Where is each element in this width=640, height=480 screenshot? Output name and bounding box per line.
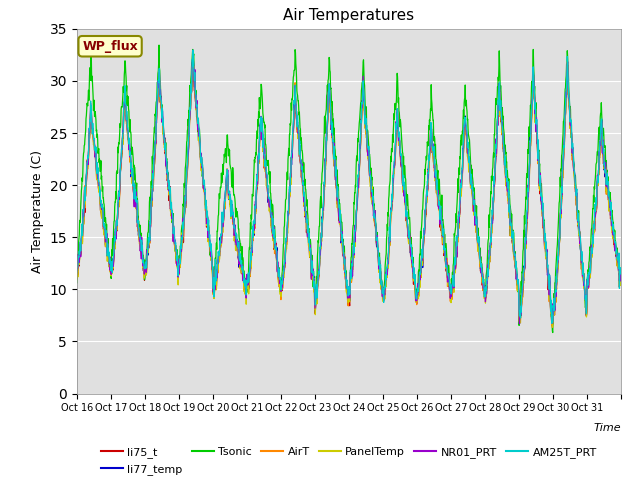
PanelTemp xyxy=(189,55,197,60)
AM25T_PRT xyxy=(189,47,197,53)
li75_t xyxy=(477,270,485,276)
Tsonic xyxy=(158,118,166,123)
Line: AM25T_PRT: AM25T_PRT xyxy=(77,50,621,324)
li75_t xyxy=(189,56,197,61)
Line: li77_temp: li77_temp xyxy=(77,54,621,324)
PanelTemp xyxy=(557,208,565,214)
AM25T_PRT xyxy=(557,206,565,212)
li77_temp xyxy=(73,271,81,276)
Line: NR01_PRT: NR01_PRT xyxy=(77,50,621,324)
NR01_PRT xyxy=(73,268,81,274)
Line: Tsonic: Tsonic xyxy=(77,45,621,333)
AM25T_PRT xyxy=(324,89,332,95)
Tsonic xyxy=(335,198,342,204)
AirT xyxy=(324,94,332,100)
AirT xyxy=(617,271,625,277)
Title: Air Temperatures: Air Temperatures xyxy=(284,9,414,24)
Tsonic xyxy=(611,232,618,238)
Tsonic xyxy=(477,260,485,266)
Text: Time: Time xyxy=(593,423,621,433)
PanelTemp xyxy=(617,272,625,278)
Line: AirT: AirT xyxy=(77,58,621,327)
li77_temp xyxy=(324,90,332,96)
AirT xyxy=(73,270,81,276)
Y-axis label: Air Temperature (C): Air Temperature (C) xyxy=(31,150,44,273)
AirT xyxy=(477,264,485,270)
NR01_PRT xyxy=(617,266,625,272)
NR01_PRT xyxy=(324,88,332,94)
PanelTemp xyxy=(324,89,332,95)
AM25T_PRT xyxy=(158,115,166,121)
PanelTemp xyxy=(548,324,556,330)
PanelTemp xyxy=(335,210,342,216)
AirT xyxy=(557,207,565,213)
Text: WP_flux: WP_flux xyxy=(82,40,138,53)
NR01_PRT xyxy=(611,236,618,242)
AirT xyxy=(189,55,197,60)
AirT xyxy=(158,116,166,121)
li77_temp xyxy=(335,212,342,218)
Tsonic xyxy=(324,76,332,82)
Tsonic xyxy=(549,330,557,336)
li75_t xyxy=(335,217,342,223)
NR01_PRT xyxy=(516,321,524,326)
li75_t xyxy=(158,115,166,121)
AM25T_PRT xyxy=(335,204,342,210)
li77_temp xyxy=(549,321,557,327)
NR01_PRT xyxy=(557,210,565,216)
AM25T_PRT xyxy=(611,236,618,242)
NR01_PRT xyxy=(189,48,197,53)
li75_t xyxy=(73,276,81,282)
NR01_PRT xyxy=(158,119,166,125)
li77_temp xyxy=(189,51,197,57)
NR01_PRT xyxy=(477,268,485,274)
Tsonic xyxy=(617,274,625,280)
PanelTemp xyxy=(477,266,485,272)
PanelTemp xyxy=(73,276,81,282)
Tsonic xyxy=(155,42,163,48)
Line: PanelTemp: PanelTemp xyxy=(77,58,621,327)
li75_t xyxy=(548,323,556,329)
AM25T_PRT xyxy=(477,264,485,270)
AM25T_PRT xyxy=(617,271,625,276)
NR01_PRT xyxy=(335,213,342,219)
AirT xyxy=(335,208,342,214)
li77_temp xyxy=(557,204,565,210)
li77_temp xyxy=(617,277,625,283)
li75_t xyxy=(557,209,565,215)
AirT xyxy=(548,324,556,330)
li77_temp xyxy=(611,238,618,243)
li75_t xyxy=(324,91,332,97)
PanelTemp xyxy=(611,242,618,248)
li75_t xyxy=(611,244,618,250)
PanelTemp xyxy=(158,115,166,121)
AM25T_PRT xyxy=(548,321,556,326)
Line: li75_t: li75_t xyxy=(77,59,621,326)
AirT xyxy=(611,240,618,246)
Bar xyxy=(77,81,621,289)
Tsonic xyxy=(73,280,81,286)
Tsonic xyxy=(557,168,565,174)
AM25T_PRT xyxy=(73,270,81,276)
Legend: li75_t, li77_temp, Tsonic, AirT, PanelTemp, NR01_PRT, AM25T_PRT: li75_t, li77_temp, Tsonic, AirT, PanelTe… xyxy=(97,443,601,479)
li77_temp xyxy=(477,269,485,275)
li77_temp xyxy=(158,112,166,118)
li75_t xyxy=(617,274,625,279)
